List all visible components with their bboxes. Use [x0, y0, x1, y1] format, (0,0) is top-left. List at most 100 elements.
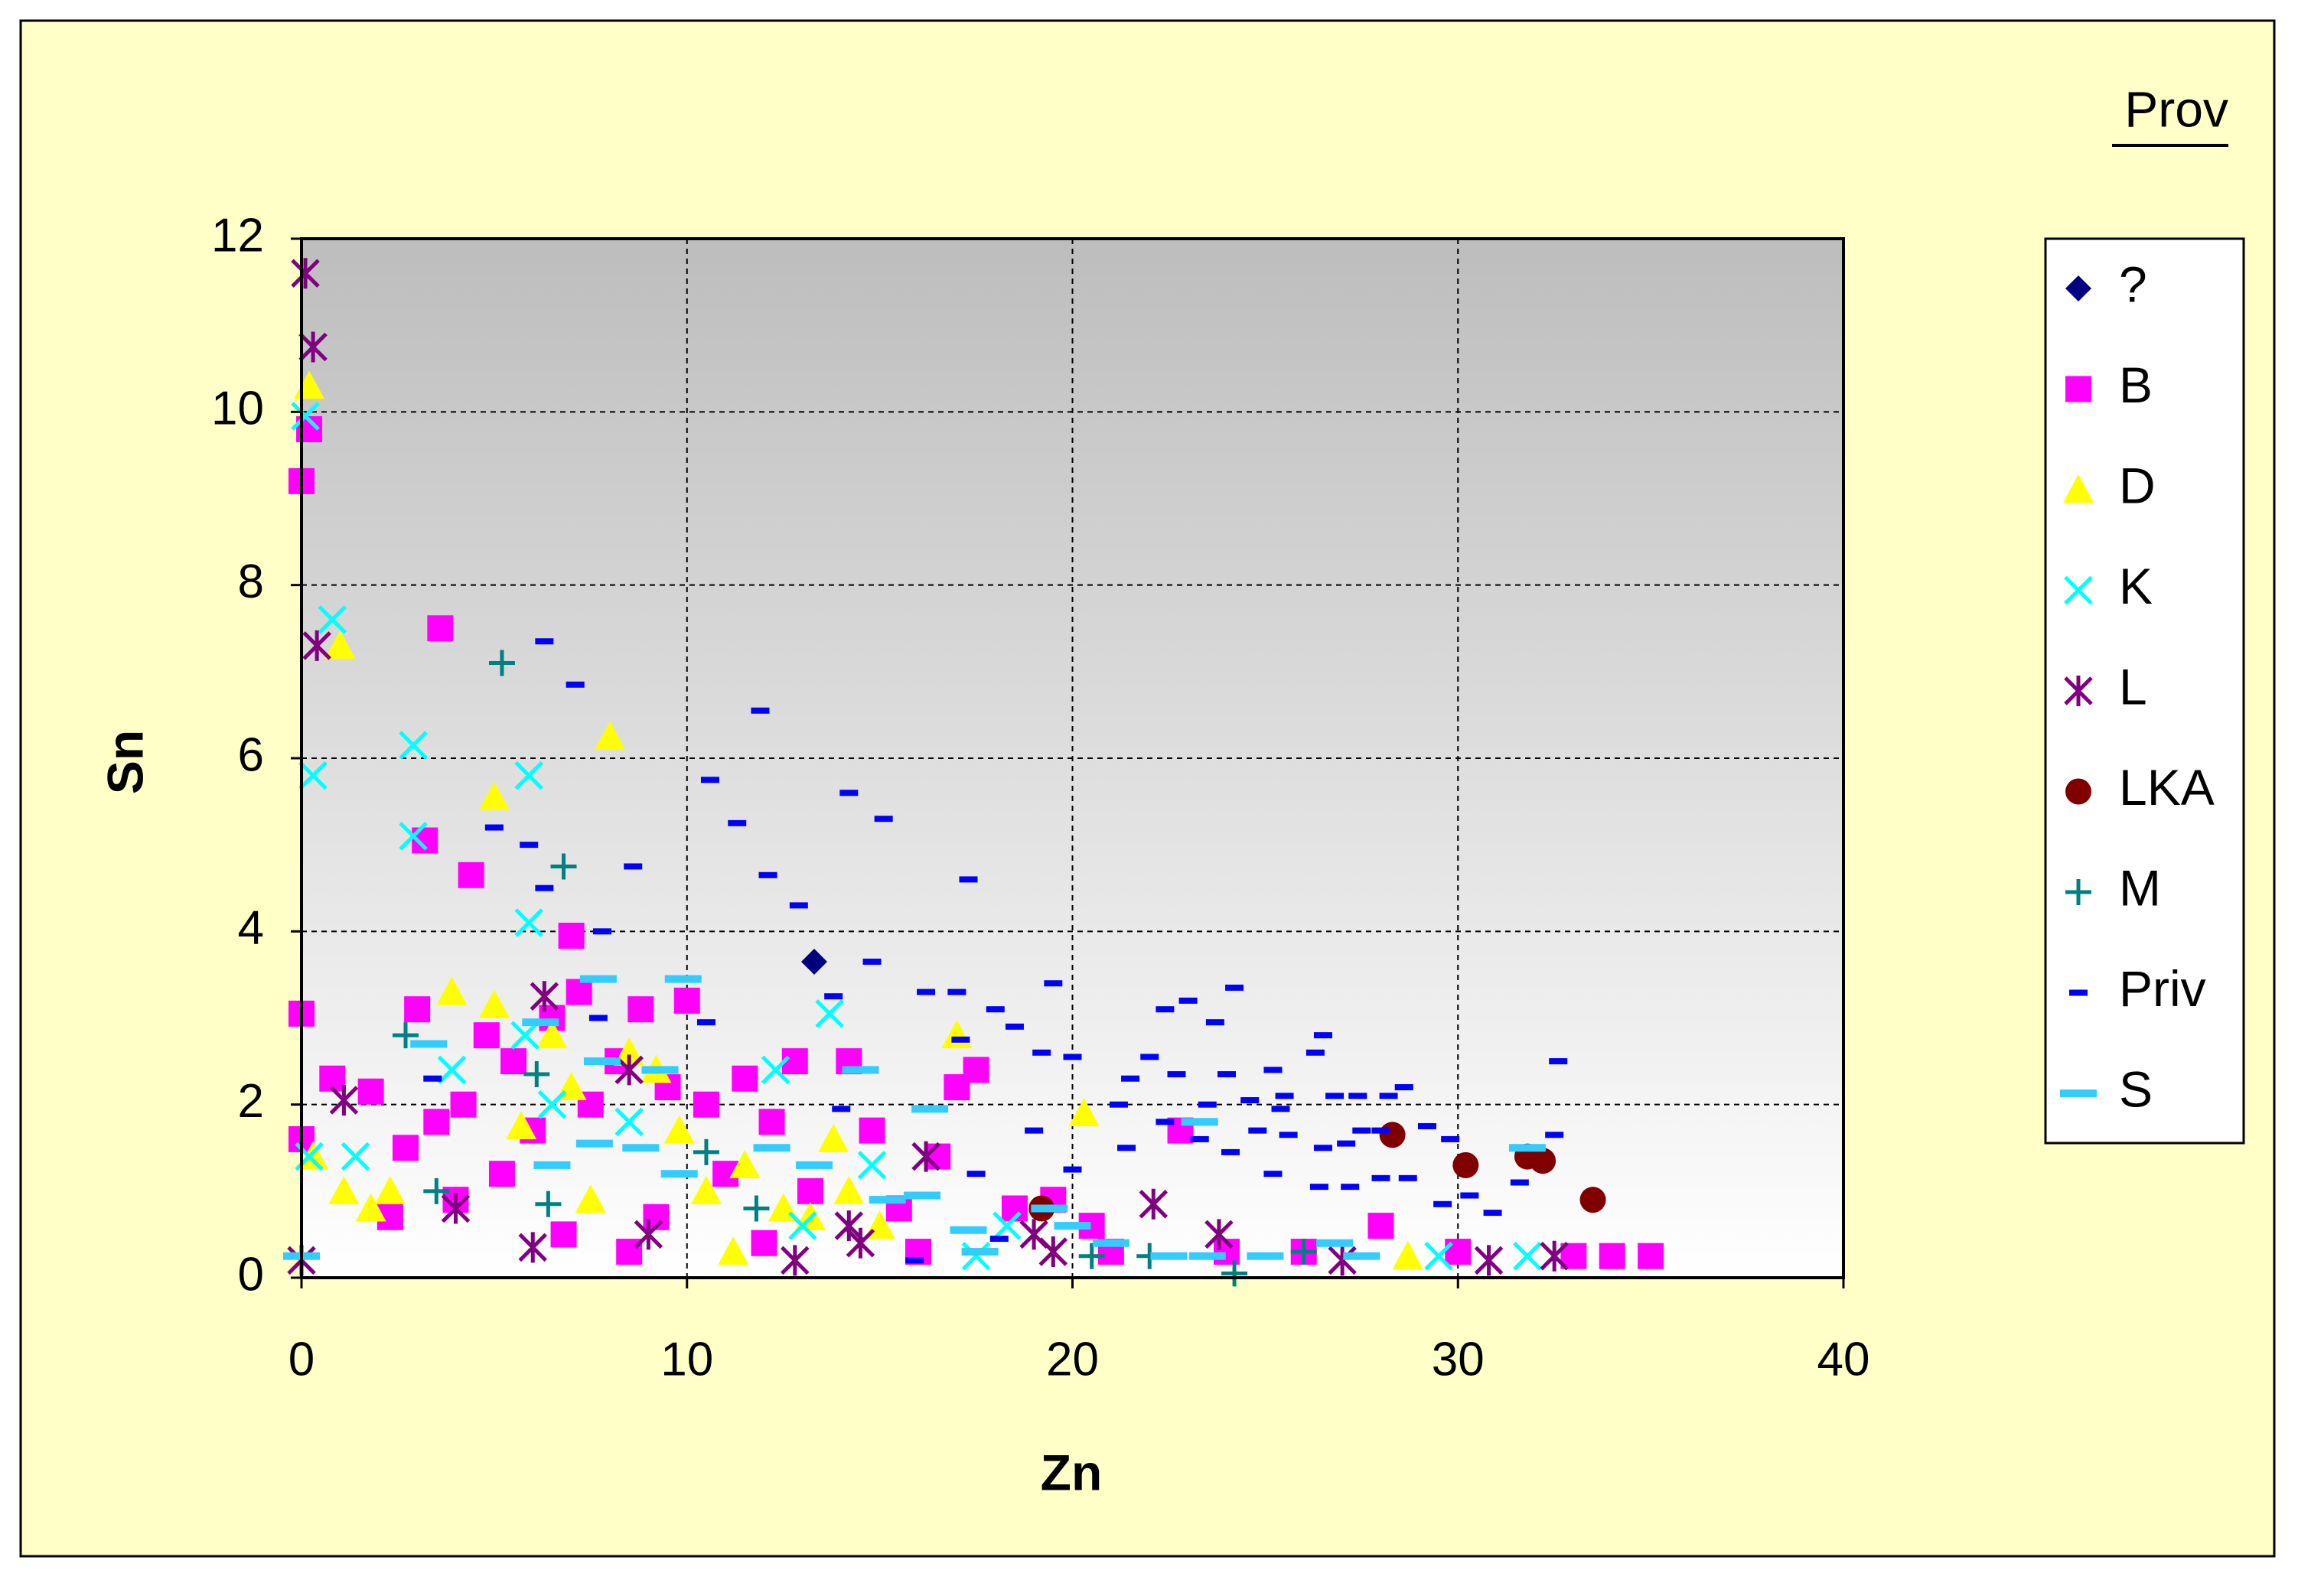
point — [514, 761, 543, 790]
point — [410, 1040, 448, 1048]
point — [950, 1226, 987, 1234]
point — [533, 1161, 571, 1169]
point — [357, 1078, 384, 1105]
point — [797, 1177, 823, 1204]
point — [1156, 1006, 1175, 1013]
point — [1150, 1252, 1188, 1260]
point — [558, 922, 585, 949]
point — [450, 1091, 477, 1118]
point — [1540, 1240, 1569, 1272]
point — [1328, 1245, 1357, 1276]
point — [1167, 1071, 1186, 1078]
point — [961, 1248, 999, 1256]
point — [1117, 1145, 1136, 1151]
point — [986, 1006, 1005, 1013]
legend-swatch — [2064, 676, 2093, 706]
point — [510, 1021, 539, 1050]
legend-label: B — [2119, 357, 2153, 413]
point — [1599, 1243, 1625, 1269]
point — [523, 1061, 550, 1088]
point — [1305, 1049, 1325, 1056]
point — [1205, 1019, 1224, 1026]
point — [795, 1161, 833, 1169]
point — [1156, 1119, 1175, 1125]
x-tick-label: 30 — [1432, 1333, 1485, 1386]
point — [318, 605, 347, 634]
x-tick-label: 40 — [1817, 1333, 1870, 1386]
point — [537, 1090, 567, 1119]
point — [1530, 1148, 1556, 1174]
point — [911, 1141, 940, 1172]
point — [1424, 1241, 1453, 1271]
point — [550, 1221, 577, 1248]
point — [696, 1019, 715, 1026]
point — [1005, 1023, 1024, 1030]
point — [535, 884, 554, 891]
point — [1441, 1135, 1460, 1142]
point — [1398, 1174, 1417, 1181]
point — [488, 650, 515, 676]
point — [298, 761, 328, 790]
point — [961, 1241, 991, 1271]
point — [729, 1149, 761, 1178]
point — [1225, 984, 1244, 991]
point — [427, 615, 454, 642]
legend-label: S — [2119, 1060, 2153, 1117]
point — [536, 1020, 568, 1049]
point — [751, 707, 770, 714]
point — [788, 1211, 817, 1240]
point — [1279, 1132, 1298, 1138]
point — [324, 630, 356, 659]
point — [660, 1170, 698, 1178]
point — [404, 996, 431, 1023]
point — [1394, 1084, 1413, 1091]
point — [789, 902, 808, 909]
legend-label: L — [2119, 658, 2147, 715]
point — [1313, 1032, 1332, 1039]
point — [1248, 1127, 1267, 1134]
point — [1263, 1171, 1283, 1177]
point — [833, 1175, 865, 1204]
point — [488, 1161, 515, 1187]
x-tick-label: 20 — [1046, 1333, 1099, 1386]
point — [834, 1210, 864, 1242]
point — [436, 976, 468, 1005]
point — [1452, 1151, 1479, 1178]
point — [1371, 1127, 1390, 1134]
point — [846, 1227, 875, 1259]
point — [1140, 1054, 1159, 1060]
point — [579, 975, 617, 983]
point — [1188, 1252, 1226, 1260]
y-tick-label: 4 — [238, 902, 264, 955]
y-tick-label: 12 — [211, 209, 264, 262]
point — [298, 331, 328, 363]
legend-label: M — [2119, 859, 2161, 916]
point — [575, 1184, 606, 1213]
y-tick-label: 10 — [211, 383, 264, 435]
point — [700, 777, 719, 783]
point — [1352, 1127, 1371, 1134]
point — [535, 1190, 562, 1217]
y-tick-label: 8 — [238, 555, 264, 608]
point — [291, 402, 320, 431]
point — [917, 989, 936, 995]
point — [1433, 1200, 1452, 1207]
point — [1121, 1075, 1140, 1082]
point — [1313, 1145, 1332, 1151]
point — [758, 871, 777, 878]
point — [1513, 1241, 1542, 1271]
point — [857, 1151, 887, 1180]
point — [1483, 1210, 1502, 1217]
point — [514, 908, 543, 937]
point — [550, 853, 577, 880]
point — [1054, 1222, 1091, 1230]
point — [800, 948, 827, 975]
point — [1379, 1122, 1406, 1148]
point — [963, 1057, 989, 1083]
point — [441, 1193, 471, 1224]
y-tick-label: 6 — [238, 728, 264, 781]
legend-label: D — [2119, 457, 2156, 513]
point — [728, 819, 747, 826]
point — [1109, 1101, 1128, 1108]
